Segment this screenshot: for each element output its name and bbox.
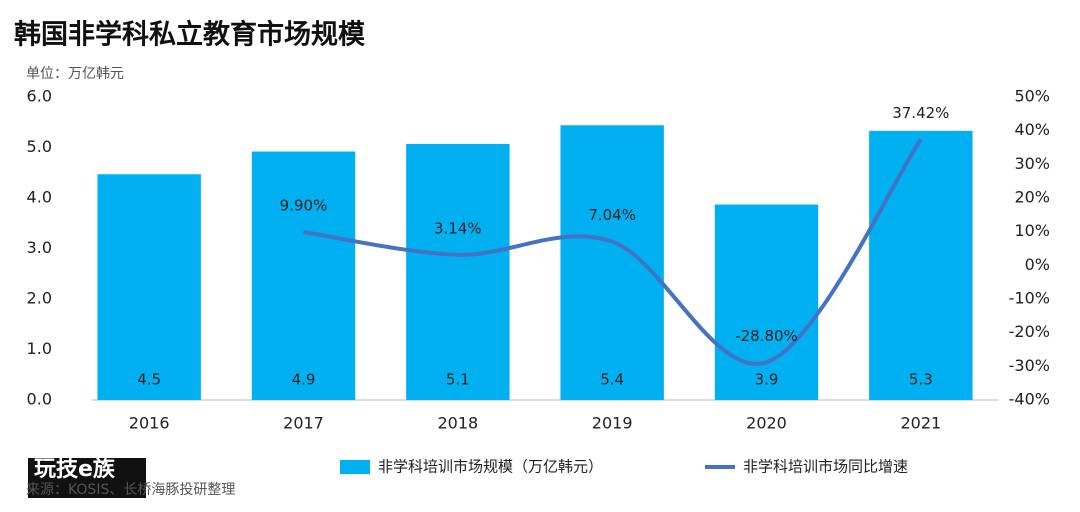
y2-tick-label: 0% [1025, 255, 1050, 274]
logo-box [28, 458, 146, 498]
source: 来源：KOSIS、长桥海豚投研整理 [26, 482, 235, 498]
line-label: -28.80% [735, 327, 798, 345]
line-label: 37.42% [892, 104, 949, 122]
bar [251, 151, 356, 400]
y2-tick-label: -40% [1009, 390, 1050, 409]
y-tick-label: 1.0 [27, 339, 52, 358]
y2-tick-label: 30% [1014, 154, 1050, 173]
y2-tick-label: 50% [1014, 87, 1050, 106]
y-tick-label: 2.0 [27, 289, 52, 308]
data-label: 3.9 [755, 371, 779, 389]
x-tick-label: 2019 [592, 414, 633, 433]
bar [406, 143, 510, 400]
line-label: 3.14% [434, 219, 482, 237]
x-tick-label: 2018 [437, 414, 478, 433]
y2-tick-label: -30% [1009, 356, 1050, 375]
x-tick-label: 2017 [283, 414, 324, 433]
y-tick-label: 3.0 [27, 238, 52, 257]
chart-title: 韩国非学科私立教育市场规模 [14, 19, 365, 51]
y-tick-label: 6.0 [27, 87, 52, 106]
legend-label: 非学科培训市场规模（万亿韩元） [378, 458, 603, 476]
y2-tick-label: -20% [1009, 322, 1050, 341]
bar [714, 204, 819, 400]
bar [869, 130, 973, 400]
data-label: 5.1 [446, 371, 470, 389]
unit-label: 单位：万亿韩元 [26, 66, 124, 82]
y2-tick-label: 10% [1014, 221, 1050, 240]
y-tick-label: 0.0 [27, 390, 52, 409]
y2-tick-label: 40% [1014, 120, 1050, 139]
x-tick-label: 2020 [746, 414, 787, 433]
y-tick-label: 4.0 [27, 188, 52, 207]
logo: 玩技e族 [34, 456, 116, 482]
data-label: 5.4 [600, 371, 624, 389]
y-tick-label: 5.0 [27, 137, 52, 156]
legend-label: 非学科培训市场同比增速 [743, 458, 908, 476]
line [303, 138, 923, 366]
y2-tick-label: -10% [1009, 289, 1050, 308]
data-label: 5.3 [909, 371, 933, 389]
data-label: 4.9 [292, 371, 316, 389]
bar [560, 125, 664, 400]
bar [97, 174, 201, 400]
x-tick-label: 2016 [129, 414, 170, 433]
legend-swatch [340, 460, 370, 474]
y2-tick-label: 20% [1014, 188, 1050, 207]
line-label: 9.90% [280, 197, 328, 215]
x-tick-label: 2021 [900, 414, 941, 433]
data-label: 4.5 [137, 371, 161, 389]
line-label: 7.04% [588, 206, 636, 224]
